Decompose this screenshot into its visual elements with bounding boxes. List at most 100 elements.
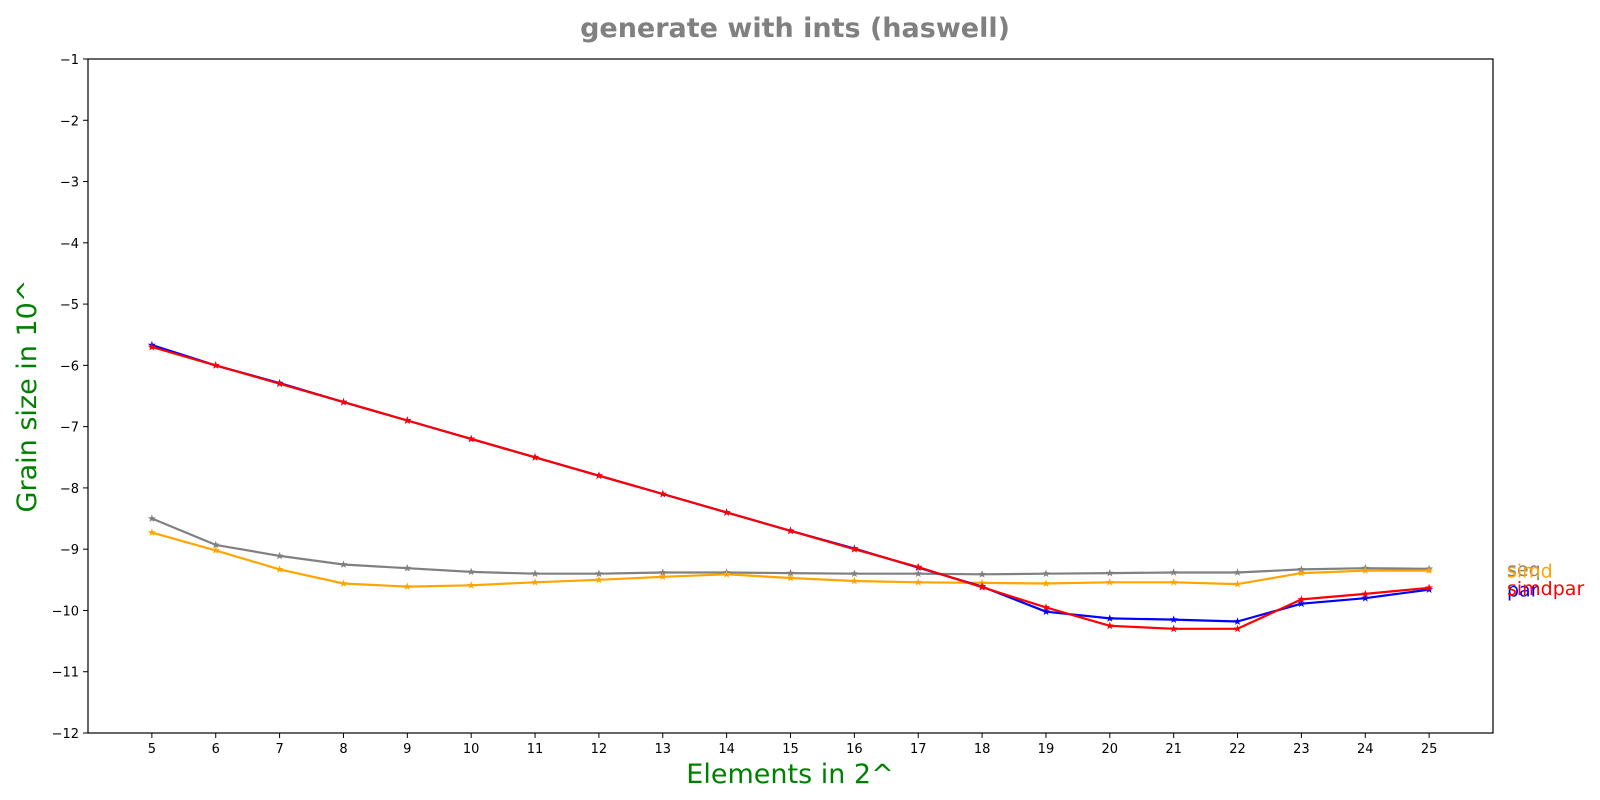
data-point-seq [403,564,412,572]
data-point-simd [1042,579,1050,587]
data-point-simdpar [1361,589,1370,598]
x-tick-label: 5 [148,742,156,757]
data-point-simd [1297,568,1306,577]
data-point-simd [147,528,156,536]
data-point-simdpar [147,342,156,351]
y-tick-label: −11 [52,666,79,681]
x-tick-label: 12 [591,742,608,757]
series-simdpar [147,342,1434,633]
data-point-simd [594,575,603,584]
y-tick-label: −4 [60,237,79,252]
x-axis: 5 6 7 8 9 10 11 12 13 14 15 16 17 18 19 20 21 22 23 24 25 [148,733,1438,757]
series-label-simd: simd [1507,561,1553,583]
data-point-seq [339,560,348,568]
data-point-simd [467,581,476,589]
x-tick-label: 22 [1229,742,1246,757]
x-tick-label: 23 [1293,742,1310,757]
data-point-par [1105,614,1114,622]
data-point-simd [531,578,539,586]
data-point-simdpar [786,526,795,535]
x-tick-label: 7 [275,742,283,757]
data-point-simd [850,576,859,585]
x-tick-label: 25 [1421,742,1438,757]
x-tick-label: 6 [212,742,220,757]
data-point-simd [1361,566,1370,574]
y-tick-label: −7 [60,421,79,436]
data-point-simdpar [978,583,987,591]
data-point-simdpar [467,434,476,443]
x-tick-label: 14 [718,742,735,757]
data-point-seq [1169,568,1178,576]
data-point-seq [1042,569,1050,578]
y-axis-label: Grain size in 10^ [12,280,43,513]
data-point-simd [275,565,284,573]
data-point-par [1042,607,1050,616]
data-point-simdpar [1297,595,1306,603]
y-tick-label: −8 [60,482,79,497]
x-tick-label: 20 [1102,742,1119,757]
series-simd [147,528,1434,590]
x-tick-label: 17 [910,742,927,757]
data-point-simdpar [1425,583,1434,592]
x-tick-label: 21 [1165,742,1182,757]
x-axis-label: Elements in 2^ [686,759,893,790]
data-point-simdpar [914,562,923,571]
series-lines [147,340,1434,633]
x-tick-label: 16 [846,742,863,757]
data-point-simd [1169,578,1178,586]
data-point-seq [147,514,156,522]
data-point-simdpar [1233,624,1242,633]
data-point-simdpar [594,471,603,480]
data-point-seq [594,569,603,578]
x-tick-label: 19 [1038,742,1055,757]
y-tick-label: −12 [52,727,79,742]
data-point-simdpar [403,416,412,424]
data-point-seq [531,569,539,578]
data-point-seq [914,569,923,578]
data-point-simdpar [275,379,284,388]
x-tick-label: 10 [463,742,480,757]
data-point-seq [850,569,859,578]
series-label-seq: seq [1507,559,1541,581]
x-tick-label: 24 [1357,742,1374,757]
x-tick-label: 18 [974,742,991,757]
data-point-simd [1425,566,1434,574]
y-tick-label: −5 [60,298,79,313]
data-point-simdpar [658,489,667,498]
data-point-simd [658,572,667,581]
data-point-simd [722,570,731,578]
y-tick-label: −1 [60,53,79,68]
data-point-simdpar [850,545,859,553]
x-tick-label: 13 [654,742,671,757]
data-point-simdpar [1105,621,1114,630]
y-tick-label: −9 [60,543,79,558]
y-axis: −1 −2 −3 −4 −5 −6 −7 −8 −9 −10 −11 −12 [52,53,88,742]
data-point-simd [211,546,220,554]
data-point-seq [658,568,667,576]
x-tick-label: 8 [339,742,347,757]
data-point-par [1361,594,1370,602]
data-point-seq [275,551,284,560]
data-point-seq [467,567,476,576]
y-tick-label: −6 [60,359,79,374]
data-point-simdpar [1042,603,1050,611]
y-tick-label: −10 [52,604,79,619]
x-tick-label: 15 [782,742,799,757]
y-tick-label: −3 [60,176,79,191]
data-point-par [1297,599,1306,608]
y-tick-label: −2 [60,114,79,129]
data-point-simdpar [531,453,539,461]
data-point-seq [978,570,987,578]
data-point-simdpar [1169,624,1178,633]
data-point-simd [403,582,412,590]
plot-area [87,58,1494,734]
data-point-simd [339,579,348,587]
data-point-seq [1105,568,1114,577]
series-label-par: par [1507,580,1539,602]
data-point-par [1233,617,1242,625]
data-point-simdpar [211,361,220,369]
data-point-simdpar [722,508,731,516]
data-point-simd [786,573,795,582]
